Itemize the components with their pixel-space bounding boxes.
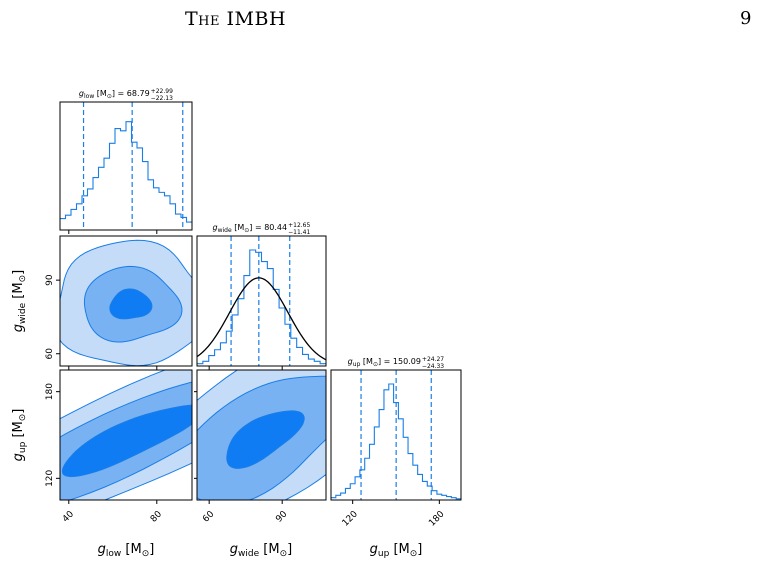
x-axis-label-low-sun: ⊙ [142, 549, 150, 559]
y-tick-label-up-1: 180 [45, 383, 55, 400]
title-plus-up: +24.27 [422, 356, 444, 363]
x-tick-label-wide-0: 60 [201, 509, 216, 524]
x-tick-label-low-1: 80 [149, 509, 164, 524]
x-tick-label-up-0: 120 [341, 509, 360, 528]
y-axis-label-wide: gwide [M⊙] [11, 270, 28, 332]
y-tick-label-up-0: 120 [45, 469, 55, 486]
y-axis-label-up-unit: [M [11, 421, 26, 441]
x-axis-label-up-unit: [M [389, 542, 409, 557]
y-tick-label-wide-0: 60 [45, 348, 55, 360]
y-axis-label-wide-symbol: g [11, 324, 26, 332]
x-axis-label-wide-unit: [M [259, 542, 279, 557]
title-minus-up: −24.33 [422, 363, 444, 370]
title-errors-up: +24.27 −24.33 [422, 356, 444, 370]
x-axis-label-up-symbol: g [370, 542, 378, 557]
y-axis-label-wide-sun: ⊙ [18, 275, 28, 283]
hist-group-low [60, 102, 192, 230]
title-symbol-up: g [348, 357, 353, 366]
panel-frame-diag-wide [196, 235, 327, 367]
title-median-up: 150.09 [393, 357, 421, 366]
x-axis-label-wide-symbol: g [230, 542, 238, 557]
hist-group-wide [197, 236, 326, 366]
y-axis-label-wide-sub: wide [18, 302, 28, 324]
title-plus-wide: +12.65 [288, 222, 310, 229]
panel-title-low: glow [M⊙] = 68.79 [79, 89, 150, 100]
title-sun-low: ⊙ [107, 93, 112, 100]
x-axis-label-up-sun: ⊙ [410, 549, 418, 559]
x-tick-label-wide-1: 90 [274, 509, 289, 524]
x-tick-label-up-1: 180 [427, 509, 446, 528]
title-close-up: ] = [378, 357, 393, 366]
panel-title-up: gup [M⊙] = 150.09 [348, 357, 421, 368]
title-close-wide: ] = [249, 223, 264, 232]
panel-frame-low-wide [59, 235, 193, 367]
x-axis-label-low-sub: low [106, 549, 121, 559]
panel-frame-low-up [59, 369, 193, 501]
y-tick-label-wide-1: 90 [45, 274, 55, 286]
y-axis-label-up-sun: ⊙ [18, 414, 28, 422]
x-axis-label-low-unit: [M [121, 542, 141, 557]
histogram-up [331, 383, 461, 500]
contour-group-wide-up [197, 370, 326, 500]
gaussian-curve-wide [197, 277, 326, 361]
page-number: 9 [740, 8, 752, 29]
x-axis-label-up-sub: up [378, 549, 390, 559]
contour-group-low-up [60, 370, 192, 500]
title-minus-wide: −11.41 [288, 229, 310, 236]
panel-frame-diag-up [330, 369, 462, 501]
histogram-wide [197, 249, 326, 365]
y-axis-label-up-symbol: g [11, 453, 26, 461]
x-tick-label-low-0: 40 [61, 509, 76, 524]
x-axis-label-low-close: ] [149, 542, 154, 557]
title-sub-wide: wide [218, 227, 232, 234]
contour-group-low-wide [60, 239, 192, 366]
title-sun-up: ⊙ [373, 361, 378, 368]
title-minus-low: −22.13 [151, 95, 173, 102]
title-errors-low: +22.99 −22.13 [151, 88, 173, 102]
running-head: The IMBH [185, 8, 287, 30]
x-axis-label-up-close: ] [417, 542, 422, 557]
x-axis-label-wide-sub: wide [238, 549, 260, 559]
x-axis-label-low-symbol: g [98, 542, 106, 557]
title-sub-up: up [353, 361, 361, 368]
x-axis-label-wide-close: ] [287, 542, 292, 557]
title-median-low: 68.79 [127, 89, 150, 98]
title-close-low: ] = [112, 89, 127, 98]
title-rest-up: [M [360, 357, 373, 366]
title-errors-wide: +12.65 −11.41 [288, 222, 310, 236]
x-axis-label-wide-sun: ⊙ [280, 549, 288, 559]
contour-level-3-low-wide [109, 288, 153, 320]
x-axis-label-low: glow [M⊙] [98, 542, 155, 559]
y-axis-label-up-close: ] [11, 409, 26, 414]
x-axis-label-wide: gwide [M⊙] [230, 542, 292, 559]
title-plus-low: +22.99 [151, 88, 173, 95]
contour-level-3-wide-up [226, 410, 305, 469]
y-axis-label-wide-unit: [M [11, 282, 26, 302]
contour-level-3-low-up [61, 404, 192, 478]
title-rest-wide: [M [232, 223, 245, 232]
title-rest-low: [M [94, 89, 107, 98]
panel-frame-wide-up [196, 369, 327, 501]
histogram-low [60, 121, 192, 223]
title-sun-wide: ⊙ [244, 227, 249, 234]
y-axis-label-up-sub: up [18, 441, 28, 453]
hist-group-up [331, 370, 461, 500]
title-median-wide: 80.44 [264, 223, 287, 232]
panel-title-wide: gwide [M⊙] = 80.44 [213, 223, 288, 234]
panel-frame-diag-low [59, 101, 193, 231]
y-axis-label-wide-close: ] [11, 270, 26, 275]
title-symbol-low: g [79, 89, 84, 98]
title-symbol-wide: g [213, 223, 218, 232]
x-axis-label-up: gup [M⊙] [370, 542, 423, 559]
title-sub-low: low [84, 93, 94, 100]
y-axis-label-up: gup [M⊙] [11, 409, 28, 462]
